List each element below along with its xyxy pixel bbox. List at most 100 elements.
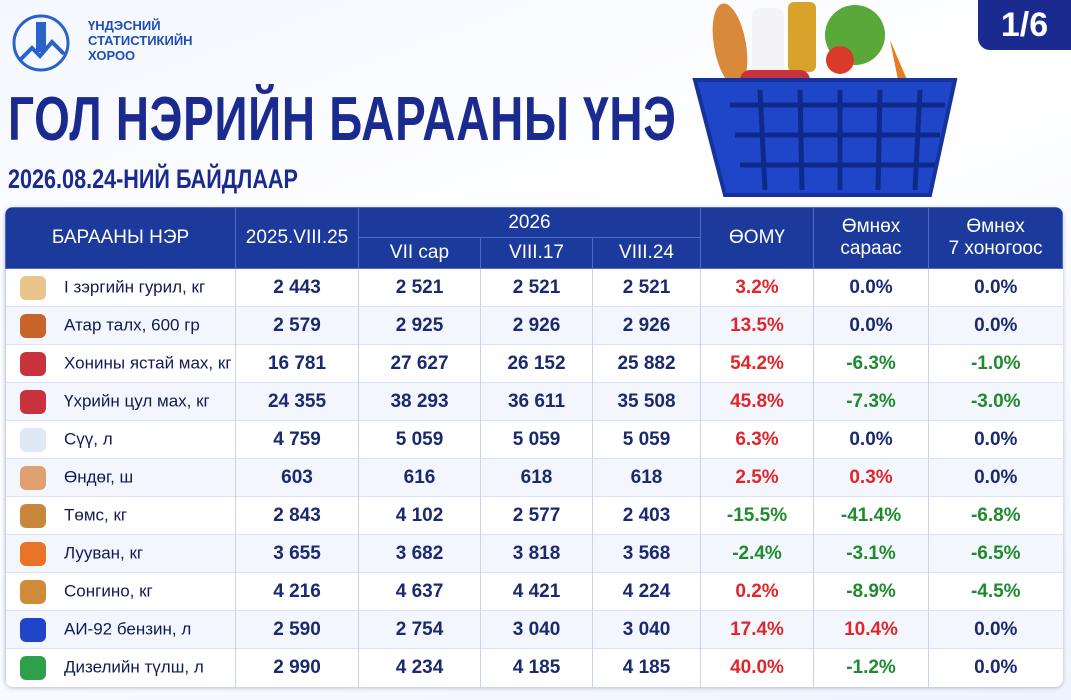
change-cell: 0.0% (813, 306, 929, 345)
header-cell: 2026 (357, 207, 702, 238)
item-name: АИ-92 бензин, л (64, 618, 192, 638)
org-line: СТАТИСТИКИЙН (88, 33, 193, 48)
price-cell: 4 185 (591, 648, 701, 687)
price-cell: 2 521 (358, 268, 481, 307)
price-cell: 24 355 (235, 382, 359, 421)
table-row: Төмс, кг 2 843 4 102 2 577 2 403 -15.5% -41.4%… (5, 496, 1063, 535)
price-cell: 4 224 (591, 572, 701, 611)
change-cell: 45.8% (700, 382, 814, 421)
price-cell: 3 040 (480, 610, 593, 649)
change-cell: 3.2% (700, 268, 814, 307)
item-name: Сонгино, кг (64, 580, 153, 600)
item-icon (20, 541, 46, 566)
basket-illustration (692, 2, 958, 197)
change-cell: -1.0% (928, 344, 1063, 383)
item-name-cell: АИ-92 бензин, л (5, 610, 236, 649)
change-cell: -15.5% (700, 496, 814, 535)
price-cell: 38 293 (358, 382, 481, 421)
item-name-cell: Сүү, л (5, 420, 236, 459)
item-name: Хонины ястай мах, кг (64, 352, 232, 372)
price-cell: 2 577 (480, 496, 593, 535)
logo (12, 14, 70, 72)
item-icon (20, 275, 46, 300)
item-name: Лууван, кг (64, 542, 144, 562)
price-cell: 616 (358, 458, 481, 497)
org-name: ҮНДЭСНИЙ СТАТИСТИКИЙН ХОРОО (88, 18, 193, 63)
item-icon (20, 389, 46, 414)
price-cell: 4 234 (358, 648, 481, 687)
price-cell: 5 059 (480, 420, 593, 459)
item-name-cell: Атар талх, 600 гр (5, 306, 236, 345)
price-cell: 4 102 (358, 496, 481, 535)
change-cell: 0.0% (928, 268, 1063, 307)
item-name: Атар талх, 600 гр (64, 314, 200, 334)
item-name-cell: Дизелийн түлш, л (5, 648, 236, 687)
change-cell: -8.9% (813, 572, 929, 611)
table-row: Атар талх, 600 гр 2 579 2 925 2 926 2 926 13.… (5, 306, 1063, 345)
header-cell: 2025.VIII.25 (235, 207, 359, 269)
table-row: I зэргийн гурил, кг 2 443 2 521 2 521 2 521 3… (5, 268, 1063, 307)
header-cell: Өмнөх 7 хоногоос (928, 207, 1064, 269)
item-name-cell: I зэргийн гурил, кг (5, 268, 236, 307)
change-cell: 13.5% (700, 306, 814, 345)
price-cell: 603 (235, 458, 359, 497)
price-cell: 618 (480, 458, 593, 497)
price-table: БАРААНЫ НЭР 2025.VIII.25 2026 ӨОМҮ Өмнөх… (5, 207, 1064, 687)
price-cell: 2 521 (591, 268, 701, 307)
change-cell: 0.0% (928, 306, 1063, 345)
table-row: Үхрийн цул мах, кг 24 355 38 293 36 611 35 5… (5, 382, 1063, 421)
table-row: Лууван, кг 3 655 3 682 3 818 3 568 -2.4% -3.1%… (5, 534, 1063, 573)
item-name: Өндөг, ш (64, 466, 134, 486)
table-body: I зэргийн гурил, кг 2 443 2 521 2 521 2 521 3… (5, 268, 1063, 687)
price-cell: 2 926 (591, 306, 701, 345)
item-name-cell: Үхрийн цул мах, кг (5, 382, 236, 421)
item-icon (20, 351, 46, 376)
change-cell: -41.4% (813, 496, 929, 535)
item-name-cell: Сонгино, кг (5, 572, 236, 611)
price-cell: 5 059 (591, 420, 701, 459)
org-line: ХОРОО (88, 48, 136, 63)
change-cell: 0.0% (928, 610, 1063, 649)
price-cell: 2 843 (235, 496, 359, 535)
item-icon (20, 579, 46, 604)
item-icon (20, 313, 46, 338)
header-cell: VIII.17 (480, 237, 593, 269)
price-cell: 3 655 (235, 534, 359, 573)
change-cell: -1.2% (813, 648, 929, 687)
change-cell: 54.2% (700, 344, 814, 383)
price-cell: 2 925 (358, 306, 481, 345)
item-name-cell: Өндөг, ш (5, 458, 236, 497)
price-cell: 4 637 (358, 572, 481, 611)
change-cell: 40.0% (700, 648, 814, 687)
item-name: I зэргийн гурил, кг (64, 276, 206, 296)
org-line: ҮНДЭСНИЙ (88, 18, 161, 33)
price-cell: 2 754 (358, 610, 481, 649)
header-cell: VIII.24 (591, 237, 702, 269)
change-cell: 10.4% (813, 610, 929, 649)
price-cell: 3 818 (480, 534, 593, 573)
price-cell: 2 990 (235, 648, 359, 687)
change-cell: -4.5% (928, 572, 1063, 611)
price-cell: 35 508 (591, 382, 701, 421)
header-line: сараас (840, 238, 902, 259)
price-cell: 25 882 (591, 344, 701, 383)
item-name-cell: Төмс, кг (5, 496, 236, 535)
table-row: Өндөг, ш 603 616 618 618 2.5% 0.3% 0.0% (5, 458, 1063, 497)
price-cell: 2 443 (235, 268, 359, 307)
change-cell: 17.4% (700, 610, 814, 649)
table-row: Хонины ястай мах, кг 16 781 27 627 26 152 25… (5, 344, 1063, 383)
price-cell: 4 421 (480, 572, 593, 611)
header-line: 7 хоногоос (948, 238, 1043, 259)
price-cell: 618 (591, 458, 701, 497)
price-cell: 2 579 (235, 306, 359, 345)
change-cell: 0.3% (813, 458, 929, 497)
header-cell: Өмнөх сараас (813, 207, 930, 269)
change-cell: -7.3% (813, 382, 929, 421)
item-name: Төмс, кг (64, 504, 128, 524)
change-cell: 0.0% (928, 420, 1063, 459)
item-name: Дизелийн түлш, л (64, 657, 204, 677)
change-cell: 0.0% (928, 648, 1063, 687)
price-cell: 4 185 (480, 648, 593, 687)
